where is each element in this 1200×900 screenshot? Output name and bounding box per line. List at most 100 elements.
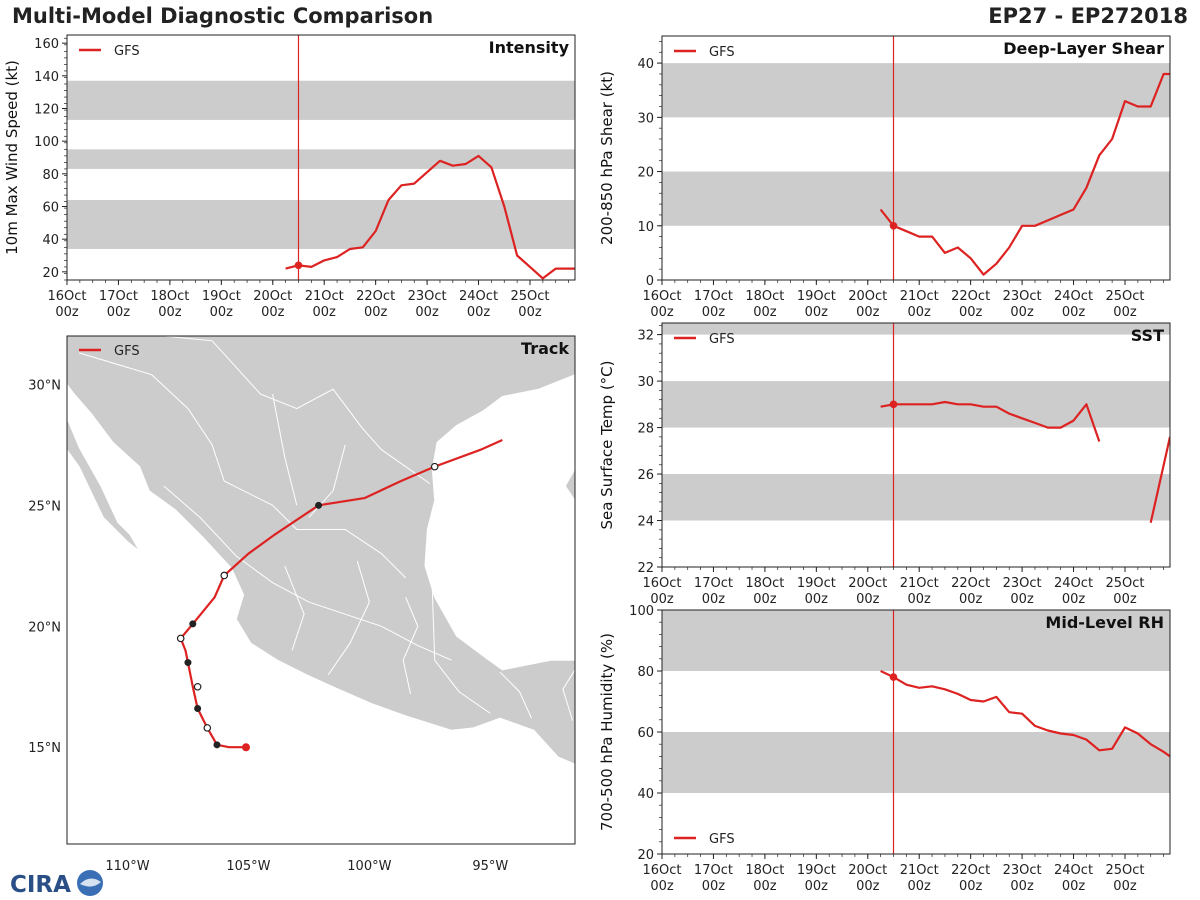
series-line-gfs-late [1149, 436, 1170, 524]
series-line-gfs [880, 400, 1101, 442]
x-tick-label-day: 22Oct [951, 863, 990, 878]
x-tick-label-day: 18Oct [745, 289, 784, 304]
shaded-band [662, 323, 1170, 335]
legend-label: GFS [709, 45, 735, 60]
shaded-band [662, 610, 1170, 671]
map-y-tick-label: 20°N [28, 620, 61, 635]
track-marker-00z [315, 501, 323, 509]
x-tick-label-day: 21Oct [900, 576, 939, 591]
x-tick-label-hour: 00z [1062, 305, 1086, 320]
shaded-band [662, 474, 1170, 521]
series-line-gfs [879, 72, 1170, 276]
y-axis-label: Sea Surface Temp (°C) [598, 360, 616, 529]
state-border [308, 444, 346, 518]
y-tick-label: 40 [42, 233, 59, 248]
x-tick-label-day: 24Oct [1054, 289, 1093, 304]
map-y-tick-label: 15°N [28, 741, 61, 756]
land-island [564, 467, 575, 502]
current-point-marker [294, 261, 303, 270]
x-tick-label-day: 20Oct [253, 289, 292, 304]
x-tick-label-day: 24Oct [459, 289, 498, 304]
x-tick-label-day: 17Oct [694, 289, 733, 304]
x-tick-label-day: 18Oct [745, 576, 784, 591]
panel-sst: 22242628303216Oct00z17Oct00z18Oct00z19Oc… [598, 322, 1171, 607]
x-tick-label-day: 17Oct [694, 863, 733, 878]
plot-frame [661, 35, 1171, 281]
panel-title: SST [1131, 326, 1164, 345]
y-tick-label: 120 [34, 103, 59, 118]
x-tick-label-hour: 00z [261, 305, 285, 320]
y-axis-label: 200-850 hPa Shear (kt) [598, 71, 616, 245]
track-marker-00z [194, 705, 202, 713]
state-border [402, 597, 419, 695]
state-border [223, 480, 407, 579]
track-marker-12z [430, 462, 439, 471]
shaded-band [67, 199, 575, 249]
x-tick-label-day: 16Oct [642, 289, 681, 304]
y-tick-label: 60 [637, 726, 654, 741]
x-tick-label-day: 24Oct [1054, 863, 1093, 878]
track-marker-12z [193, 682, 202, 691]
track-marker-00z [213, 741, 221, 749]
x-tick-label-hour: 00z [55, 305, 79, 320]
y-tick-label: 20 [637, 166, 654, 181]
x-tick-label-hour: 00z [650, 592, 674, 607]
x-tick-label-hour: 00z [959, 592, 983, 607]
x-tick-label-hour: 00z [650, 879, 674, 894]
state-border [78, 352, 225, 482]
x-tick-label-hour: 00z [1010, 592, 1034, 607]
x-tick-label-day: 24Oct [1054, 576, 1093, 591]
x-tick-label-hour: 00z [415, 305, 439, 320]
x-tick-label-hour: 00z [210, 305, 234, 320]
panel-rh: 2040608010016Oct00z17Oct00z18Oct00z19Oct… [598, 604, 1171, 894]
land-baja [67, 379, 141, 552]
x-tick-label-day: 21Oct [900, 289, 939, 304]
y-tick-label: 40 [637, 787, 654, 802]
map-x-tick-label: 110°W [105, 859, 149, 874]
x-tick-label-hour: 00z [908, 305, 932, 320]
x-tick-label-hour: 00z [313, 305, 337, 320]
x-tick-label-hour: 00z [805, 592, 829, 607]
state-border [499, 671, 532, 719]
map-layer [67, 336, 575, 765]
y-tick-label: 22 [637, 561, 654, 576]
panel-title: Track [521, 339, 569, 358]
state-border [327, 560, 370, 675]
x-tick-label-hour: 00z [1113, 879, 1137, 894]
series-line-gfs [880, 670, 1170, 758]
current-point-marker [889, 221, 898, 230]
x-tick-label-hour: 00z [959, 879, 983, 894]
x-tick-label-hour: 00z [753, 592, 777, 607]
cira-logo-text: CIRA [10, 872, 71, 898]
y-tick-label: 10 [637, 220, 654, 235]
state-border [562, 669, 575, 721]
x-tick-label-day: 19Oct [797, 863, 836, 878]
x-tick-label-hour: 00z [753, 879, 777, 894]
x-tick-label-day: 23Oct [1003, 576, 1042, 591]
y-tick-label: 100 [629, 604, 654, 619]
x-tick-label-day: 19Oct [797, 289, 836, 304]
x-tick-label-day: 21Oct [305, 289, 344, 304]
x-tick-label-day: 23Oct [1003, 289, 1042, 304]
x-tick-label-day: 25Oct [1105, 576, 1144, 591]
y-tick-label: 80 [637, 665, 654, 680]
shaded-band [662, 63, 1170, 118]
x-tick-label-day: 16Oct [642, 576, 681, 591]
y-tick-label: 60 [42, 201, 59, 216]
y-tick-label: 20 [42, 266, 59, 281]
y-tick-label: 20 [637, 848, 654, 863]
x-tick-label-hour: 00z [856, 305, 880, 320]
state-border [163, 336, 431, 485]
x-tick-label-hour: 00z [1113, 592, 1137, 607]
x-tick-label-day: 17Oct [99, 289, 138, 304]
x-tick-label-day: 22Oct [356, 289, 395, 304]
track-marker-12z [203, 724, 212, 732]
x-tick-label-hour: 00z [805, 879, 829, 894]
x-tick-label-hour: 00z [856, 879, 880, 894]
x-tick-label-day: 19Oct [797, 576, 836, 591]
shaded-band [67, 149, 575, 169]
x-tick-label-hour: 00z [1010, 879, 1034, 894]
x-tick-label-hour: 00z [702, 879, 726, 894]
plot-frame [661, 322, 1171, 568]
x-tick-label-day: 16Oct [642, 863, 681, 878]
